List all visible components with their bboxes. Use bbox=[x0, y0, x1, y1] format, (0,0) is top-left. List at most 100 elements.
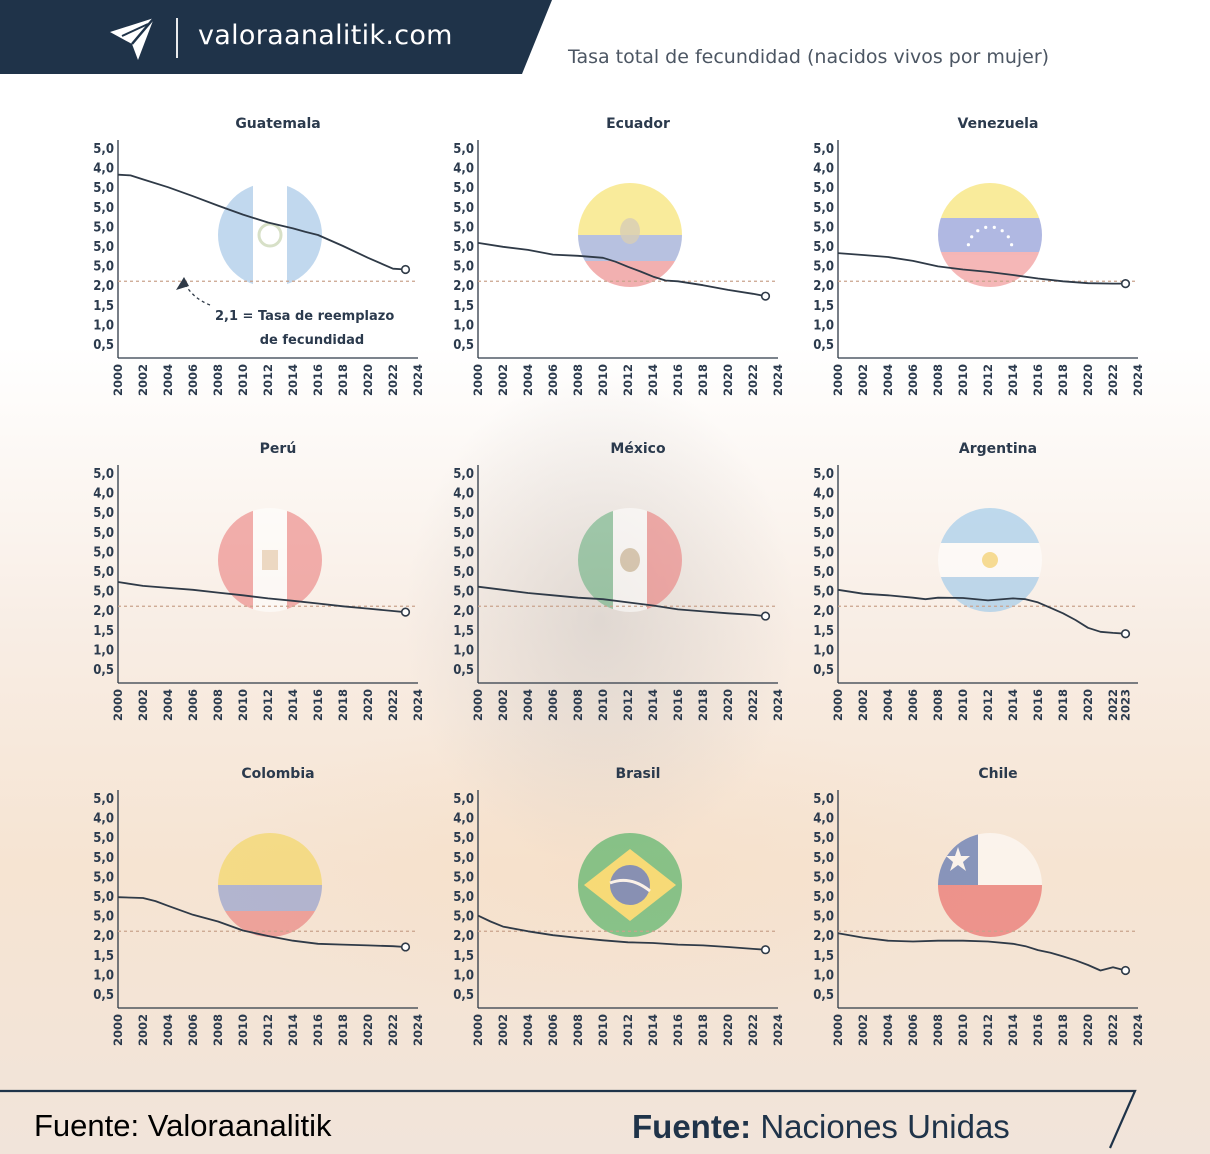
y-tick-label: 0,5 bbox=[813, 663, 834, 678]
y-tick-label: 5,0 bbox=[93, 201, 114, 216]
x-tick-label: 2006 bbox=[906, 1014, 920, 1046]
x-tick-label: 2024 bbox=[411, 689, 425, 721]
x-tick-label: 2012 bbox=[621, 1014, 635, 1046]
series-end-point bbox=[400, 264, 411, 275]
y-tick-label: 1,5 bbox=[453, 624, 474, 639]
y-tick-label: 5,0 bbox=[453, 565, 474, 580]
x-tick-label: 2023 bbox=[1119, 689, 1133, 721]
x-tick-label: 2008 bbox=[931, 689, 945, 721]
y-tick-label: 1,5 bbox=[813, 624, 834, 639]
annotation-text-line1: 2,1 = Tasa de reemplazo bbox=[215, 309, 394, 324]
x-tick-label: 2020 bbox=[1081, 364, 1095, 396]
x-tick-label: 2002 bbox=[856, 689, 870, 721]
chart-panel-colombia: Colombia 5,0 4,0 5,0 5,0 5,0 5,0 5,0 2,0 1,5 1,0 0,… bbox=[93, 766, 425, 1046]
y-tick-label: 5,0 bbox=[813, 831, 834, 846]
y-tick-label: 1,5 bbox=[93, 949, 114, 964]
x-tick-label: 2008 bbox=[571, 1014, 585, 1046]
x-tick-label: 2008 bbox=[931, 364, 945, 396]
y-tick-label: 5,0 bbox=[813, 201, 834, 216]
series-end-point bbox=[400, 607, 411, 617]
chart-panel-ecuador: Ecuador 5,0 4,0 5,0 5,0 5,0 5,0 5,0 2,0 1,5 1,0 0,5… bbox=[453, 116, 785, 396]
y-tick-label: 0,5 bbox=[453, 663, 474, 678]
y-tick-label: 5,0 bbox=[813, 467, 834, 482]
y-tick-label: 5,0 bbox=[813, 181, 834, 196]
y-tick-label: 5,0 bbox=[93, 851, 114, 866]
x-tick-label: 2002 bbox=[496, 689, 510, 721]
y-tick-label: 5,0 bbox=[93, 526, 114, 541]
series-end-point bbox=[400, 942, 411, 952]
x-tick-label: 2014 bbox=[286, 364, 300, 396]
y-tick-label: 5,0 bbox=[813, 910, 834, 925]
y-tick-label: 5,0 bbox=[813, 585, 834, 600]
site-name[interactable]: valoraanalitik.com bbox=[198, 20, 453, 51]
x-tick-label: 2020 bbox=[361, 364, 375, 396]
y-tick-label: 5,0 bbox=[93, 467, 114, 482]
footer-source-value: Naciones Unidas bbox=[760, 1108, 1010, 1145]
x-tick-label: 2004 bbox=[881, 364, 895, 396]
chart-panel-mexico: México 5,0 4,0 5,0 5,0 5,0 5,0 5,0 2,0 1,5 1,0 0,5 2… bbox=[453, 441, 785, 721]
y-tick-label: 4,0 bbox=[453, 162, 474, 177]
x-tick-label: 2002 bbox=[136, 364, 150, 396]
y-tick-label: 1,0 bbox=[453, 643, 474, 658]
x-tick-label: 2022 bbox=[746, 364, 760, 396]
x-tick-label: 2004 bbox=[161, 689, 175, 721]
x-tick-label: 2016 bbox=[311, 689, 325, 721]
x-tick-label: 2002 bbox=[496, 1014, 510, 1046]
y-tick-label: 1,5 bbox=[813, 949, 834, 964]
y-tick-label: 1,0 bbox=[813, 318, 834, 333]
y-tick-label: 1,0 bbox=[93, 968, 114, 983]
series-line bbox=[837, 252, 1126, 285]
mexico-flag bbox=[578, 508, 682, 612]
y-tick-label: 5,0 bbox=[93, 792, 114, 807]
x-tick-label: 2024 bbox=[411, 364, 425, 396]
x-tick-label: 2008 bbox=[211, 1014, 225, 1046]
chart-panel-venezuela: Venezuela 5,0 4,0 5,0 5,0 5,0 5,0 5,0 2,0 1,5 1,0 0… bbox=[813, 116, 1145, 396]
y-tick-label: 5,0 bbox=[453, 526, 474, 541]
x-tick-label: 2018 bbox=[336, 689, 350, 721]
x-tick-label: 2024 bbox=[1131, 1014, 1145, 1046]
y-tick-label: 5,0 bbox=[93, 545, 114, 560]
x-tick-label: 2016 bbox=[671, 1014, 685, 1046]
y-tick-label: 5,0 bbox=[813, 240, 834, 255]
x-tick-label: 2004 bbox=[161, 1014, 175, 1046]
x-tick-label: 2020 bbox=[721, 1014, 735, 1046]
y-tick-label: 5,0 bbox=[93, 585, 114, 600]
x-tick-label: 2010 bbox=[596, 689, 610, 721]
series-end-point bbox=[760, 291, 771, 301]
x-tick-label: 2020 bbox=[1081, 689, 1095, 721]
x-tick-label: 2000 bbox=[831, 1014, 845, 1046]
x-tick-label: 2004 bbox=[521, 364, 535, 396]
y-tick-label: 2,0 bbox=[813, 604, 834, 619]
y-tick-label: 5,0 bbox=[453, 201, 474, 216]
x-tick-label: 2010 bbox=[956, 1014, 970, 1046]
y-tick-label: 5,0 bbox=[453, 467, 474, 482]
y-tick-label: 5,0 bbox=[813, 890, 834, 905]
x-tick-label: 2018 bbox=[336, 364, 350, 396]
series-end-point bbox=[1120, 965, 1131, 976]
y-tick-label: 2,0 bbox=[93, 929, 114, 944]
series-end-point bbox=[760, 611, 771, 621]
series-line bbox=[117, 896, 406, 948]
x-tick-label: 2008 bbox=[571, 689, 585, 721]
y-tick-label: 5,0 bbox=[813, 220, 834, 235]
x-tick-label: 2010 bbox=[236, 1014, 250, 1046]
y-tick-label: 5,0 bbox=[813, 792, 834, 807]
series-end-point bbox=[1120, 279, 1131, 289]
y-tick-label: 2,0 bbox=[813, 279, 834, 294]
y-tick-label: 1,0 bbox=[813, 968, 834, 983]
x-tick-label: 2008 bbox=[211, 689, 225, 721]
x-tick-label: 2010 bbox=[956, 364, 970, 396]
x-tick-label: 2010 bbox=[956, 689, 970, 721]
x-tick-label: 2018 bbox=[1056, 689, 1070, 721]
x-tick-label: 2002 bbox=[856, 1014, 870, 1046]
x-tick-label: 2022 bbox=[1106, 364, 1120, 396]
x-tick-label: 2012 bbox=[981, 1014, 995, 1046]
x-tick-label: 2010 bbox=[236, 364, 250, 396]
y-tick-label: 4,0 bbox=[813, 162, 834, 177]
ecuador-flag bbox=[578, 183, 682, 287]
y-tick-label: 5,0 bbox=[813, 870, 834, 885]
x-tick-label: 2008 bbox=[571, 364, 585, 396]
guatemala-flag bbox=[218, 183, 322, 287]
y-tick-label: 5,0 bbox=[813, 142, 834, 157]
